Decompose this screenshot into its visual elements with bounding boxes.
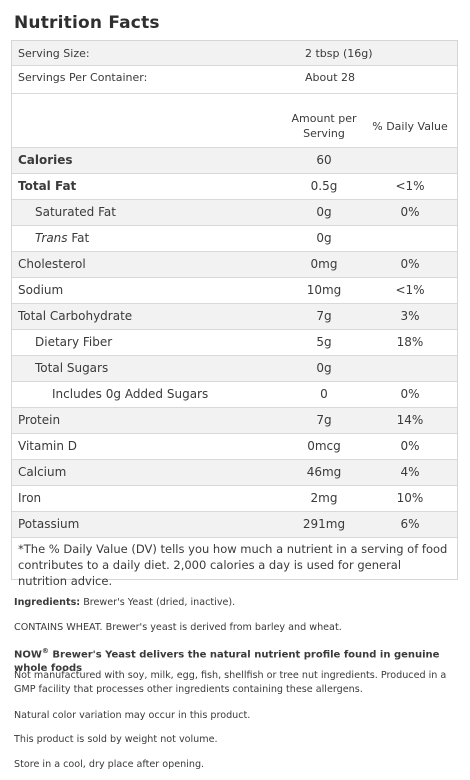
brand-name: NOW <box>14 649 42 661</box>
weight-note: This product is sold by weight not volum… <box>14 734 218 745</box>
nutrient-daily-value: <1% <box>395 179 425 193</box>
nutrient-amount: 2mg <box>310 491 338 505</box>
nutrient-amount: 10mg <box>306 283 342 297</box>
nutrient-amount: 291mg <box>302 517 346 531</box>
nutrient-amount: 0 <box>320 387 328 401</box>
row-band <box>12 199 457 225</box>
nutrient-amount: 0mcg <box>307 439 341 453</box>
ingredients-line: Ingredients: Brewer's Yeast (dried, inac… <box>14 596 458 610</box>
nutrient-amount: 7g <box>316 309 332 323</box>
nutrient-amount: 60 <box>316 153 332 167</box>
nutrient-daily-value: 0% <box>400 387 420 401</box>
amount-header-line1: Amount per <box>291 112 357 125</box>
nutrient-daily-value: 3% <box>400 309 420 323</box>
nutrient-daily-value: 18% <box>396 335 424 349</box>
nutrient-name: Protein <box>18 413 61 427</box>
brand-claim: Brewer's Yeast delivers the natural nutr… <box>14 649 440 675</box>
nutrient-daily-value: <1% <box>395 283 425 297</box>
nutrient-name: Total Sugars <box>35 361 109 375</box>
nutrient-daily-value: 6% <box>400 517 420 531</box>
nutrient-amount: 5g <box>316 335 332 349</box>
nutrient-daily-value: 4% <box>400 465 420 479</box>
row-band <box>12 303 457 329</box>
color-variation-note: Natural color variation may occur in thi… <box>14 710 251 721</box>
row-band <box>12 459 457 485</box>
servings-per-container-value: About 28 <box>305 71 356 84</box>
servings-per-container-label: Servings Per Container: <box>18 71 148 84</box>
allergen-statement: Not manufactured with soy, milk, egg, fi… <box>14 670 447 695</box>
nutrient-name: Saturated Fat <box>35 205 116 219</box>
nutrient-daily-value: 0% <box>400 439 420 453</box>
nutrient-amount: 0mg <box>310 257 338 271</box>
registered-mark: ® <box>41 647 49 655</box>
nutrient-daily-value: 0% <box>400 205 420 219</box>
daily-value-footnote: *The % Daily Value (DV) tells you how mu… <box>18 542 448 588</box>
daily-value-header: % Daily Value <box>372 120 448 133</box>
nutrient-name: Dietary Fiber <box>35 335 113 349</box>
nutrition-panel: Serving Size: 2 tbsp (16g) Servings Per … <box>11 40 458 588</box>
row-band <box>12 407 457 433</box>
nutrient-name: Sodium <box>18 283 64 297</box>
row-band <box>12 251 457 277</box>
storage-note: Store in a cool, dry place after opening… <box>14 759 205 770</box>
nutrient-amount: 46mg <box>306 465 342 479</box>
nutrition-facts-title: Nutrition Facts <box>14 13 160 33</box>
amount-per-serving-header: Amount per Serving <box>282 111 366 141</box>
nutrient-name: Total Carbohydrate <box>18 309 133 323</box>
ingredients-text: Brewer's Yeast (dried, inactive). <box>80 597 236 608</box>
nutrient-amount: 0.5g <box>310 179 338 193</box>
nutrient-name: Potassium <box>18 517 80 531</box>
amount-header-line2: Serving <box>303 127 345 140</box>
serving-size-band <box>12 41 457 65</box>
ingredients-label: Ingredients: <box>14 597 81 608</box>
nutrient-daily-value: 0% <box>400 257 420 271</box>
nutrient-name: Calcium <box>18 465 67 479</box>
nutrient-daily-value: 14% <box>396 413 424 427</box>
nutrient-amount: 0g <box>316 231 332 245</box>
serving-size-label: Serving Size: <box>18 47 90 60</box>
row-band <box>12 147 457 173</box>
nutrient-name-italic: Trans <box>35 231 68 245</box>
row-band <box>12 355 457 381</box>
nutrient-amount: 0g <box>316 205 332 219</box>
nutrient-name: Includes 0g Added Sugars <box>52 387 209 401</box>
serving-size-value: 2 tbsp (16g) <box>305 47 373 60</box>
nutrient-daily-value: 10% <box>396 491 424 505</box>
nutrient-name: Total Fat <box>18 179 77 193</box>
nutrient-name: Cholesterol <box>18 257 86 271</box>
contains-wheat-note: CONTAINS WHEAT. Brewer's yeast is derive… <box>14 622 342 633</box>
nutrient-name: Calories <box>18 153 73 167</box>
nutrient-name: Iron <box>18 491 42 505</box>
nutrient-amount: 7g <box>316 413 332 427</box>
row-band <box>12 511 457 537</box>
nutrient-amount: 0g <box>316 361 332 375</box>
nutrient-name: Vitamin D <box>18 439 78 453</box>
nutrient-name: Trans Fat <box>35 231 90 245</box>
brand-claim-line: NOW® Brewer's Yeast delivers the natural… <box>14 644 458 676</box>
